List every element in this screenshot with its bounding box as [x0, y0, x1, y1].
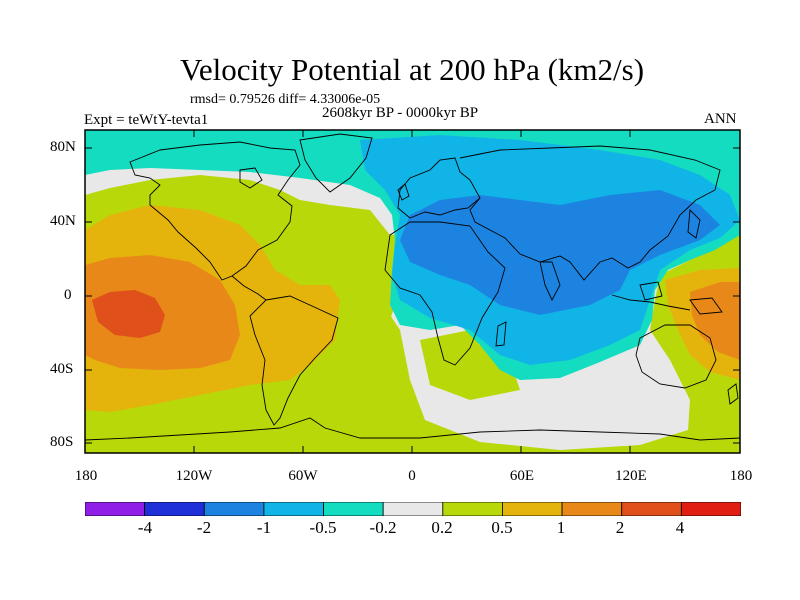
colorbar-box [203, 502, 265, 516]
x-tick-label: 180 [729, 468, 753, 484]
x-tick-label: 120W [175, 468, 213, 484]
colorbar-box [323, 502, 384, 516]
coast-india [539, 261, 561, 302]
coast-indonesia [611, 294, 691, 311]
coast-borneo [639, 281, 663, 301]
y-tick-label: 40N [50, 213, 76, 229]
coast-north-america [129, 141, 301, 281]
colorbar-label: -1 [256, 518, 272, 537]
period-label: 2608kyr BP - 0000kyr BP [322, 105, 479, 121]
coast-new-guinea [689, 297, 723, 315]
colorbar-label: -0.5 [309, 518, 337, 537]
colorbar-label: 4 [675, 518, 685, 537]
contour-pos5 [92, 290, 165, 338]
contour-pos-tongue [320, 230, 400, 330]
axis-ticks [84, 130, 741, 453]
coast-australia [635, 324, 717, 389]
season-label: ANN [704, 111, 737, 127]
coast-madagascar [495, 321, 507, 347]
y-tick-label: 80S [50, 434, 74, 450]
colorbar-label: 0.2 [431, 518, 453, 537]
coast-europe [397, 157, 481, 219]
colorbar-box [263, 502, 324, 516]
contour-pos4-west [690, 282, 740, 360]
x-tick-label: 60W [288, 468, 318, 484]
coast-south-america [249, 295, 339, 426]
x-tick-label: 120E [615, 468, 647, 484]
colorbar-label: 2 [615, 518, 625, 537]
y-tick-label: 80N [50, 139, 76, 155]
coast-japan [687, 209, 701, 239]
stats-label: rmsd= 0.79526 diff= 4.33006e-05 [190, 92, 381, 107]
colorbar-box [382, 502, 444, 516]
colorbar-box [144, 502, 205, 516]
plot-title: Velocity Potential at 200 hPa (km2/s) [179, 52, 645, 87]
x-tick-label: 60E [509, 468, 535, 484]
contour-neg4 [400, 190, 720, 315]
colorbar-box [442, 502, 503, 516]
colorbar-label: 0.5 [491, 518, 513, 537]
colorbar-label: -4 [137, 518, 153, 537]
x-tick-label: 180 [74, 468, 98, 484]
colorbar-box [680, 502, 741, 516]
colorbar [85, 502, 741, 516]
colorbar-label: -0.2 [369, 518, 397, 537]
colorbar-box [502, 502, 563, 516]
coastlines [85, 133, 740, 441]
experiment-label: Expt = teWtY-tevta1 [84, 112, 209, 128]
coast-britain [397, 183, 410, 201]
colorbar-label: 1 [556, 518, 566, 537]
coast-antarctica [85, 417, 740, 441]
coast-asia [459, 145, 721, 281]
x-tick-label: 0 [408, 468, 416, 484]
colorbar-label: -2 [196, 518, 212, 537]
colorbar-box [621, 502, 682, 516]
contour-pos-blob [316, 232, 352, 255]
coast-africa [384, 221, 506, 366]
y-tick-label: 40S [50, 361, 74, 377]
y-tick-label: 0 [64, 287, 72, 303]
colorbar-box [561, 502, 623, 516]
coast-central-america [231, 275, 267, 301]
coast-hudson [239, 167, 263, 189]
coast-greenland [299, 133, 373, 193]
contour-pos-lower [420, 330, 520, 400]
coast-new-zealand [727, 383, 739, 405]
colorbar-box [85, 502, 146, 516]
